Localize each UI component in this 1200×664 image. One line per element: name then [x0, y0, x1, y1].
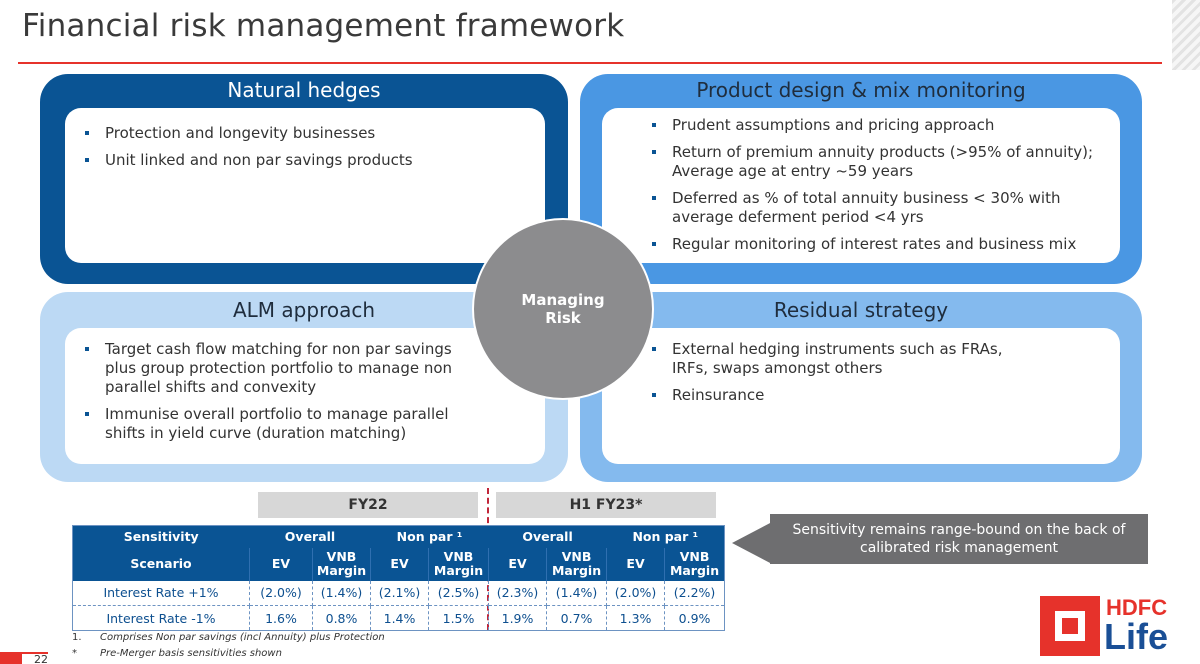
header-cell: EV [606, 547, 666, 581]
bullet-item: Prudent assumptions and pricing approach [650, 116, 1104, 135]
table-cell: 1.3% [606, 605, 666, 631]
bullet-item: Regular monitoring of interest rates and… [650, 235, 1104, 254]
bullet-item: Deferred as % of total annuity business … [650, 189, 1104, 227]
header-cell: Non par ¹ [370, 525, 489, 548]
table-cell: (2.1%) [370, 580, 430, 606]
bullet-item: Protection and longevity businesses [83, 124, 529, 143]
quadrant-body: Target cash flow matching for non par sa… [65, 328, 545, 464]
page-number: 22 [0, 652, 48, 664]
header-cell: Scenario [72, 547, 250, 581]
quadrant-body: Protection and longevity businesses Unit… [65, 108, 545, 263]
table-subheader-row: Scenario EV VNB Margin EV VNB Margin EV … [72, 547, 725, 581]
header-cell: VNB Margin [312, 547, 372, 581]
header-cell: Non par ¹ [606, 525, 725, 548]
table-cell: 0.8% [312, 605, 372, 631]
header-cell: EV [370, 547, 430, 581]
circle-label-line2: Risk [545, 309, 581, 327]
page-marker-bar [0, 654, 22, 664]
managing-risk-circle: Managing Risk [472, 218, 654, 400]
quadrant-residual-strategy: Residual strategy External hedging instr… [580, 292, 1142, 482]
callout-pointer [732, 522, 772, 564]
sensitivity-table: Sensitivity Overall Non par ¹ Overall No… [72, 525, 726, 631]
page-title: Financial risk management framework [22, 8, 625, 44]
table-cell: 0.9% [664, 605, 725, 631]
quadrant-heading: Product design & mix monitoring [696, 78, 1026, 102]
footnote-text: Comprises Non par savings (incl Annuity)… [100, 632, 385, 643]
quadrant-heading: Natural hedges [227, 78, 381, 102]
circle-label: Managing Risk [518, 291, 608, 327]
header-cell: EV [488, 547, 548, 581]
quadrant-heading: Residual strategy [773, 298, 949, 322]
table-cell: (2.0%) [606, 580, 666, 606]
table-cell: (2.3%) [488, 580, 548, 606]
quadrant-body: Prudent assumptions and pricing approach… [602, 108, 1120, 263]
table-cell: (1.4%) [546, 580, 608, 606]
sensitivity-callout: Sensitivity remains range-bound on the b… [770, 514, 1148, 564]
quadrant-heading: ALM approach [232, 298, 376, 322]
table-cell: 1.6% [249, 605, 313, 631]
bullet-item: Reinsurance [650, 386, 1040, 405]
period-label-h1fy23: H1 FY23* [496, 492, 716, 518]
footnote-mark: 1. [72, 632, 82, 643]
page-number-text: 22 [34, 653, 48, 664]
header-cell: VNB Margin [428, 547, 490, 581]
table-cell: Interest Rate -1% [72, 605, 250, 631]
bullet-item: Target cash flow matching for non par sa… [83, 340, 467, 397]
table-row: Interest Rate +1% (2.0%) (1.4%) (2.1%) (… [72, 580, 725, 606]
header-cell: Overall [249, 525, 371, 548]
table-cell: 1.5% [428, 605, 490, 631]
header-cell: EV [249, 547, 313, 581]
table-cell: 0.7% [546, 605, 608, 631]
table-cell: 1.4% [370, 605, 430, 631]
period-label-fy22: FY22 [258, 492, 478, 518]
footnote-mark: * [72, 648, 77, 659]
bullet-item: Return of premium annuity products (>95%… [650, 143, 1104, 181]
table-row: Interest Rate -1% 1.6% 0.8% 1.4% 1.5% 1.… [72, 605, 725, 631]
table-header-row: Sensitivity Overall Non par ¹ Overall No… [72, 525, 725, 548]
footnote-text: Pre-Merger basis sensitivities shown [100, 648, 282, 659]
logo-text-hdfc: HDFC [1106, 595, 1168, 620]
bullet-item: Immunise overall portfolio to manage par… [83, 405, 467, 443]
quadrant-product-design: Product design & mix monitoring Prudent … [580, 74, 1142, 284]
table-cell: Interest Rate +1% [72, 580, 250, 606]
header-cell: Sensitivity [72, 525, 250, 548]
bullet-item: External hedging instruments such as FRA… [650, 340, 1040, 378]
header-cell: VNB Margin [664, 547, 725, 581]
table-cell: (2.5%) [428, 580, 490, 606]
quadrant-natural-hedges: Natural hedges Protection and longevity … [40, 74, 568, 284]
header-cell: VNB Margin [546, 547, 608, 581]
footnote: 1. Comprises Non par savings (incl Annuit… [72, 632, 385, 643]
table-cell: (2.2%) [664, 580, 725, 606]
footnote: * Pre-Merger basis sensitivities shown [72, 648, 282, 659]
circle-label-line1: Managing [521, 291, 605, 309]
corner-decoration [1172, 0, 1200, 70]
table-cell: 1.9% [488, 605, 548, 631]
logo-mark-icon [1040, 596, 1100, 656]
header-cell: Overall [488, 525, 607, 548]
logo-text-life: Life [1104, 616, 1169, 657]
hdfc-life-logo: HDFC Life [1040, 595, 1180, 658]
table-cell: (2.0%) [249, 580, 313, 606]
title-divider [18, 62, 1162, 64]
quadrant-body: External hedging instruments such as FRA… [602, 328, 1120, 464]
table-cell: (1.4%) [312, 580, 372, 606]
bullet-item: Unit linked and non par savings products [83, 151, 529, 170]
